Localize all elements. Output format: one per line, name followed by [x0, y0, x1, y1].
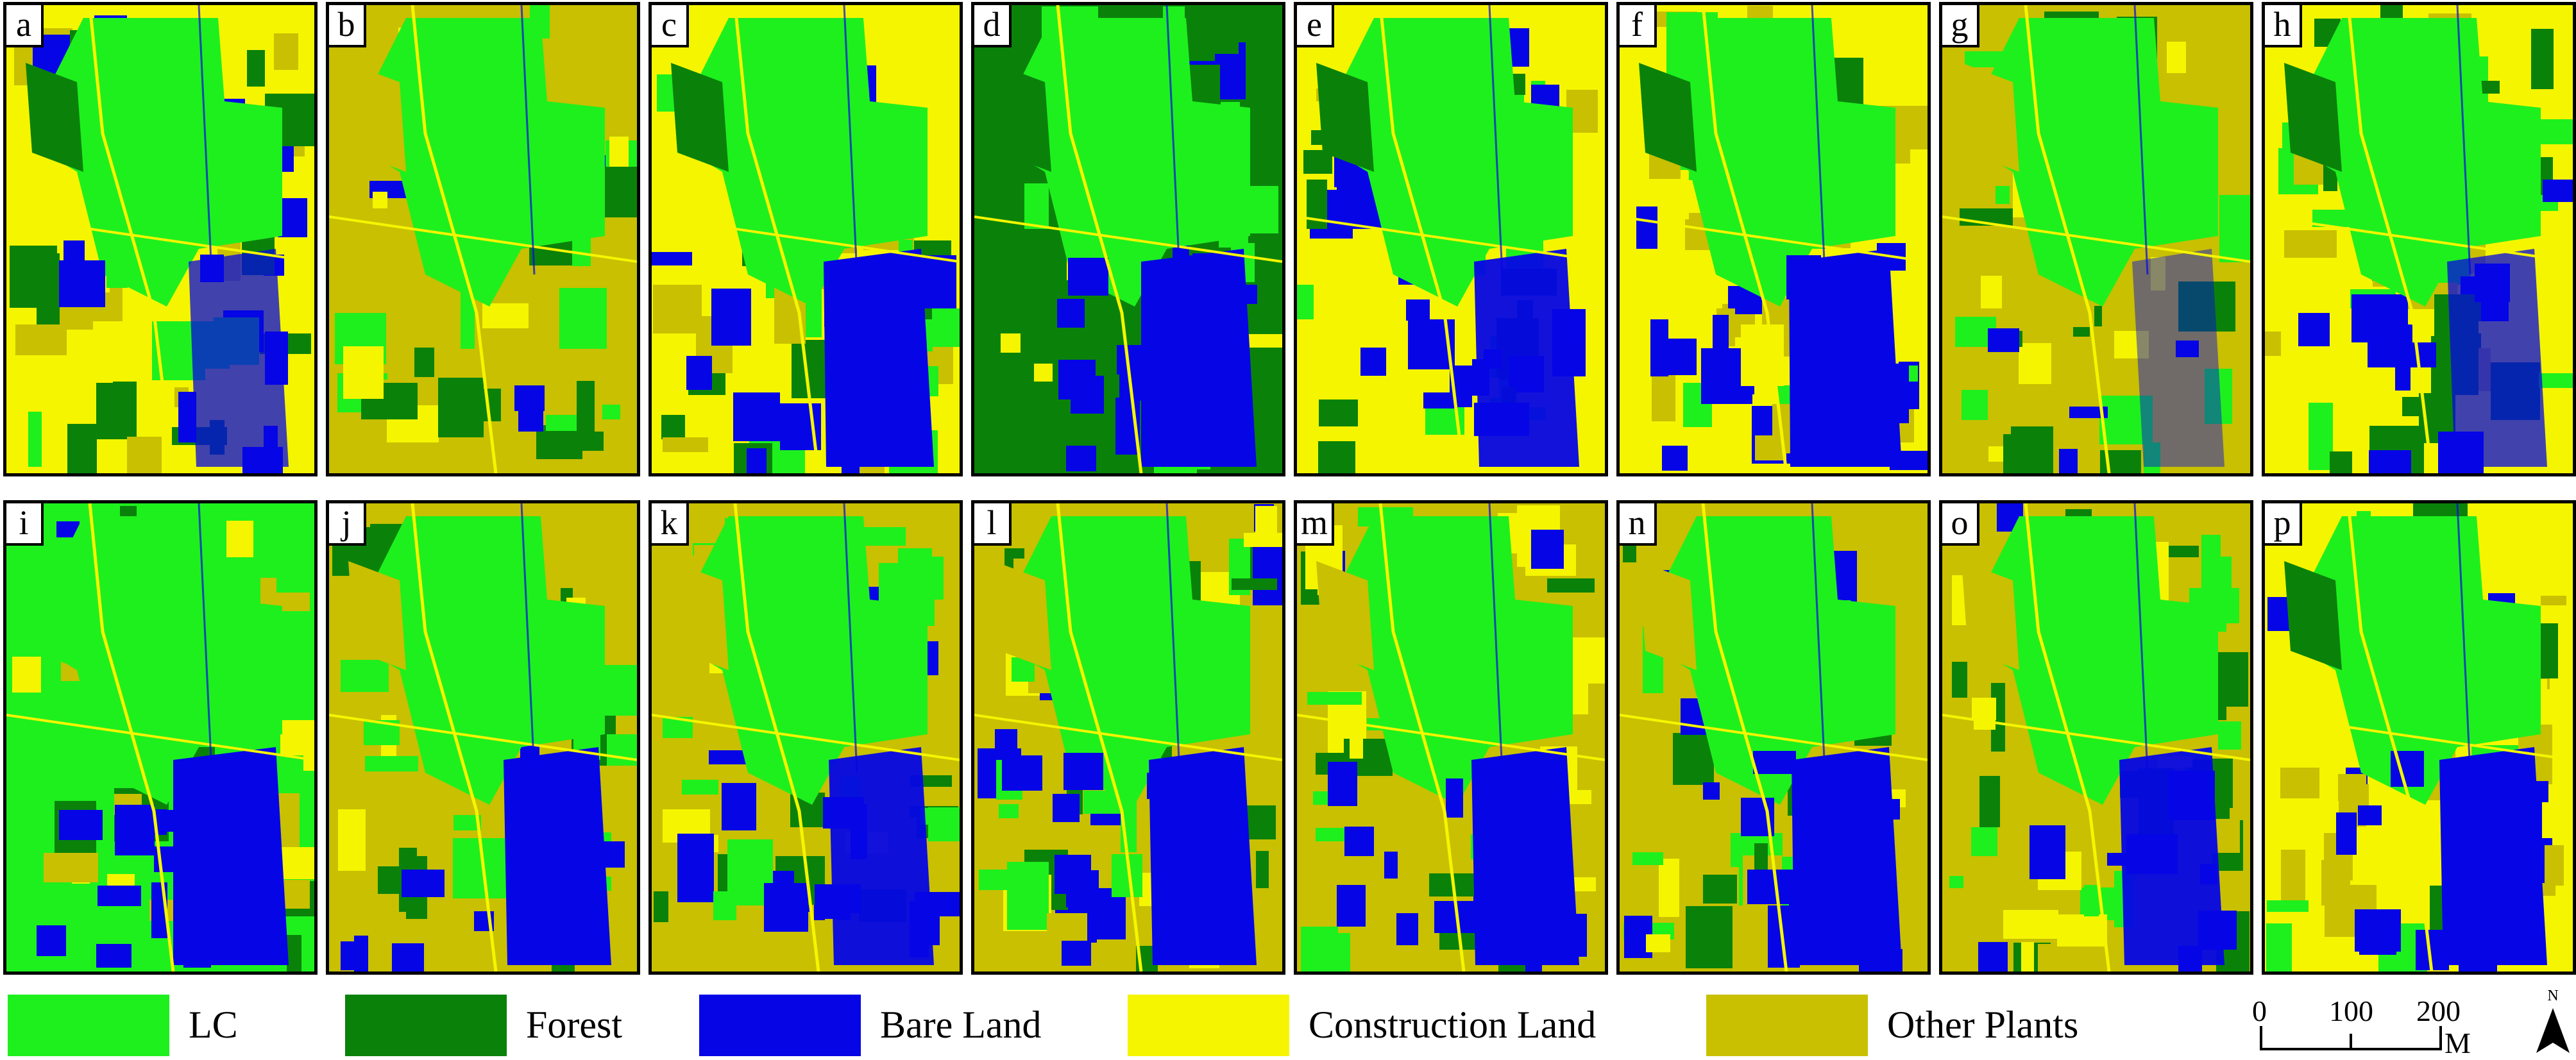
panel-label-j: j — [329, 503, 366, 546]
land-cover-map-g — [1942, 5, 2250, 473]
legend-swatch-lc — [8, 995, 169, 1056]
panel-label-k: k — [652, 503, 689, 546]
panel-label-b: b — [329, 5, 366, 47]
panel-label-l: l — [974, 503, 1012, 546]
map-panel-c: c — [648, 2, 963, 476]
map-panel-b: b — [326, 2, 640, 476]
land-cover-map-b — [329, 5, 637, 473]
legend-label-construction-land: Construction Land — [1309, 1004, 1597, 1046]
scale-tick-200: 200 — [2416, 995, 2461, 1027]
legend-label-other-plants: Other Plants — [1887, 1004, 2079, 1046]
land-cover-map-i — [6, 503, 314, 972]
map-panel-d: d — [971, 2, 1285, 476]
map-panel-p: p — [2262, 500, 2576, 975]
map-panel-j: j — [326, 500, 640, 975]
land-cover-map-d — [974, 5, 1282, 473]
map-panel-m: m — [1294, 500, 1608, 975]
map-panel-k: k — [648, 500, 963, 975]
map-panel-n: n — [1616, 500, 1931, 975]
scale-bar-graphic: 0 100 200 M — [2252, 995, 2471, 1059]
panel-label-e: e — [1297, 5, 1334, 47]
legend-label-lc: LC — [189, 1004, 238, 1046]
land-cover-map-p — [2265, 503, 2573, 972]
land-cover-map-k — [652, 503, 960, 972]
map-panel-h: h — [2262, 2, 2576, 476]
panel-label-c: c — [652, 5, 689, 47]
map-panel-a: a — [3, 2, 318, 476]
map-panel-l: l — [971, 500, 1285, 975]
panel-label-a: a — [6, 5, 44, 47]
scale-tick-100: 100 — [2329, 995, 2373, 1027]
land-cover-map-f — [1620, 5, 1928, 473]
legend-label-forest: Forest — [526, 1004, 622, 1046]
land-cover-map-c — [652, 5, 960, 473]
legend-label-bare-land: Bare Land — [880, 1004, 1042, 1046]
land-cover-map-n — [1620, 503, 1928, 972]
panel-label-m: m — [1297, 503, 1334, 546]
land-cover-map-o — [1942, 503, 2250, 972]
land-cover-map-j — [329, 503, 637, 972]
panel-label-g: g — [1942, 5, 1979, 47]
map-panel-e: e — [1294, 2, 1608, 476]
legend-swatch-bare-land — [699, 995, 861, 1056]
land-cover-map-m — [1297, 503, 1605, 972]
scale-bar: 0 100 200 M — [2248, 995, 2486, 1059]
panel-label-f: f — [1620, 5, 1657, 47]
land-cover-map-l — [974, 503, 1282, 972]
north-arrow-icon: N — [2534, 986, 2572, 1057]
panel-label-h: h — [2265, 5, 2302, 47]
scale-tick-0: 0 — [2252, 995, 2267, 1027]
land-cover-map-h — [2265, 5, 2573, 473]
map-panel-o: o — [1939, 500, 2253, 975]
panel-label-p: p — [2265, 503, 2302, 546]
legend-swatch-other-plants — [1706, 995, 1868, 1056]
north-label: N — [2547, 988, 2558, 1004]
panel-label-o: o — [1942, 503, 1979, 546]
panel-label-i: i — [6, 503, 44, 546]
legend-swatch-forest — [345, 995, 507, 1056]
scale-unit: M — [2445, 1027, 2471, 1059]
panel-label-d: d — [974, 5, 1012, 47]
land-cover-map-a — [6, 5, 314, 473]
map-panel-i: i — [3, 500, 318, 975]
map-panel-f: f — [1616, 2, 1931, 476]
map-panel-g: g — [1939, 2, 2253, 476]
panel-label-n: n — [1620, 503, 1657, 546]
legend-swatch-construction-land — [1128, 995, 1289, 1056]
land-cover-map-e — [1297, 5, 1605, 473]
